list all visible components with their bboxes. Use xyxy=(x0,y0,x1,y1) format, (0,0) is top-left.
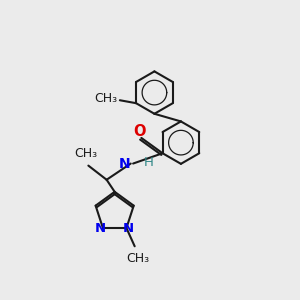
Text: CH₃: CH₃ xyxy=(74,147,98,160)
Text: O: O xyxy=(134,124,146,139)
Text: CH₃: CH₃ xyxy=(94,92,118,105)
Text: N: N xyxy=(95,221,106,235)
Text: N: N xyxy=(119,157,131,170)
Text: H: H xyxy=(143,156,153,169)
Text: N: N xyxy=(122,221,134,235)
Text: CH₃: CH₃ xyxy=(127,252,150,265)
